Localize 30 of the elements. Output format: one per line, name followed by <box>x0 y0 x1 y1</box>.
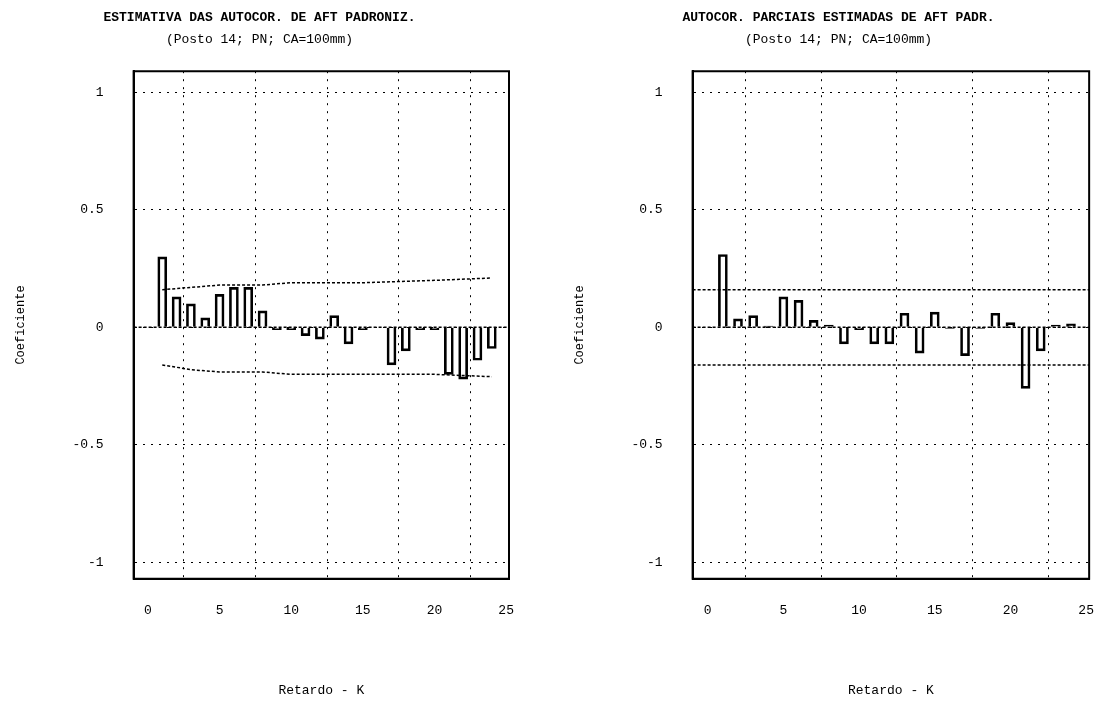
x-tick-label: 10 <box>283 603 300 619</box>
y-tick-label: 0.5 <box>80 202 104 218</box>
y-tick-label: 0 <box>654 319 663 335</box>
y-tick-label: 0 <box>95 319 104 335</box>
y-axis-title: Coeficiente <box>573 285 588 365</box>
x-tick-label: 5 <box>779 603 788 619</box>
y-tick-label: 1 <box>654 84 663 100</box>
x-tick-label: 15 <box>355 603 371 619</box>
chart-subtitle: (Posto 14; PN; CA=100mm) <box>165 31 354 47</box>
x-tick-label: 5 <box>215 603 224 619</box>
y-tick-label: 1 <box>95 84 104 100</box>
chart-title: ESTIMATIVA DAS AUTOCOR. DE AFT PADRONIZ. <box>103 10 416 26</box>
x-tick-label: 25 <box>1078 603 1094 619</box>
x-tick-label: 0 <box>144 603 152 619</box>
x-axis-title: Retardo - K <box>847 682 934 698</box>
chart-title: AUTOCOR. PARCIAIS ESTIMADAS DE AFT PADR. <box>682 10 995 26</box>
x-tick-label: 15 <box>926 603 943 619</box>
y-tick-label: 0.5 <box>639 202 663 218</box>
y-tick-label: -0.5 <box>72 437 104 453</box>
y-tick-label: -1 <box>647 554 663 570</box>
y-tick-label: -1 <box>88 554 104 570</box>
x-tick-label: 0 <box>703 603 712 619</box>
x-tick-label: 20 <box>426 603 443 619</box>
x-axis-title: Retardo - K <box>278 682 365 698</box>
chart-subtitle: (Posto 14; PN; CA=100mm) <box>744 31 933 47</box>
y-axis-title: Coeficiente <box>14 285 29 365</box>
x-tick-label: 10 <box>851 603 867 619</box>
y-tick-label: -0.5 <box>631 437 663 453</box>
x-tick-label: 20 <box>1002 603 1019 619</box>
x-tick-label: 25 <box>498 603 514 619</box>
